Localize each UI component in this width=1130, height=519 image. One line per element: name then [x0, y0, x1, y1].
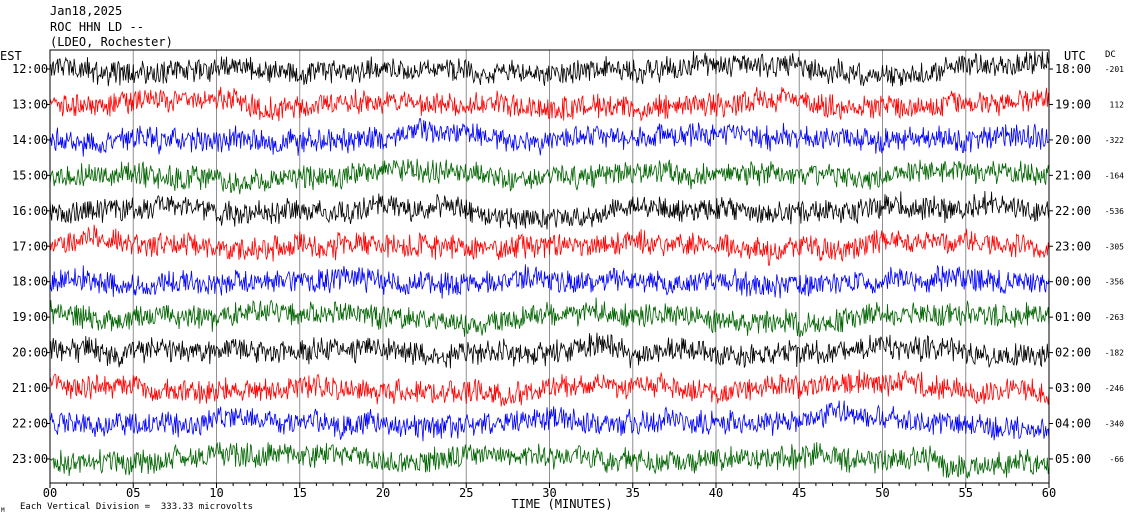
x-tick-label: 45 [792, 486, 806, 500]
trace-1300 [49, 86, 1050, 122]
est-hour-label: 23:00 [12, 452, 48, 466]
est-hour-label: 21:00 [12, 381, 48, 395]
x-tick-label: 05 [126, 486, 140, 500]
trace-2300 [49, 441, 1050, 479]
est-hour-label: 15:00 [12, 168, 48, 182]
est-hour-label: 13:00 [12, 97, 48, 111]
est-hour-label: 22:00 [12, 417, 48, 431]
est-hour-label: 18:00 [12, 275, 48, 289]
dc-offset-label: -305 [1105, 242, 1124, 251]
trace-1900 [49, 297, 1050, 338]
trace-1500 [49, 158, 1050, 195]
trace-1400 [49, 118, 1050, 157]
x-tick-label: 00 [43, 486, 57, 500]
dc-column-title: DC [1105, 50, 1116, 60]
x-axis-title: TIME (MINUTES) [511, 497, 612, 511]
x-tick-label: 10 [209, 486, 223, 500]
x-tick-label: 50 [875, 486, 889, 500]
dc-offset-label: -246 [1105, 384, 1124, 393]
trace-group [49, 50, 1050, 479]
x-tick-label: 25 [459, 486, 473, 500]
chart-station: ROC HHN LD -- [50, 20, 144, 34]
utc-hour-label: 01:00 [1055, 310, 1091, 324]
trace-2000 [49, 332, 1050, 369]
dc-offset-label: -536 [1105, 207, 1124, 216]
right-axis-title: UTC [1064, 49, 1086, 63]
utc-hour-label: 00:00 [1055, 275, 1091, 289]
chart-network: (LDEO, Rochester) [50, 35, 173, 49]
trace-1800 [49, 264, 1050, 299]
est-hour-label: 16:00 [12, 204, 48, 218]
dc-offset-label: -201 [1105, 65, 1124, 74]
x-tick-label: 40 [709, 486, 723, 500]
trace-2100 [49, 369, 1050, 407]
utc-hour-label: 18:00 [1055, 62, 1091, 76]
est-hour-label: 14:00 [12, 133, 48, 147]
dc-offset-label: -164 [1105, 171, 1124, 180]
utc-hour-label: 03:00 [1055, 381, 1091, 395]
dc-offset-label: 112 [1110, 100, 1125, 109]
left-axis-title: EST [0, 49, 22, 63]
utc-hour-label: 19:00 [1055, 97, 1091, 111]
utc-hour-label: 05:00 [1055, 452, 1091, 466]
x-tick-label: 15 [293, 486, 307, 500]
x-tick-label: 55 [959, 486, 973, 500]
x-tick-label: 60 [1042, 486, 1056, 500]
x-tick-label: 35 [626, 486, 640, 500]
dc-offset-label: -182 [1105, 349, 1124, 358]
est-hour-label: 20:00 [12, 346, 48, 360]
trace-1700 [49, 224, 1050, 266]
x-tick-label: 20 [376, 486, 390, 500]
utc-hour-label: 23:00 [1055, 239, 1091, 253]
utc-hour-label: 22:00 [1055, 204, 1091, 218]
trace-2200 [49, 400, 1050, 442]
est-hour-label: 17:00 [12, 239, 48, 253]
chart-date: Jan18,2025 [50, 4, 123, 18]
utc-hour-label: 02:00 [1055, 346, 1091, 360]
x-tick-label: 30 [542, 486, 556, 500]
dc-offset-label: -356 [1105, 278, 1124, 287]
axis-labels: 00 05 10 15 20 25 30 35 40 45 50 55 60 12:00 18:00 -201… [12, 62, 1124, 500]
trace-1600 [49, 190, 1050, 230]
utc-hour-label: 04:00 [1055, 417, 1091, 431]
small-mark: M [1, 507, 5, 514]
dc-offset-label: -340 [1105, 420, 1124, 429]
trace-1200 [49, 50, 1050, 87]
dc-offset-label: -263 [1105, 313, 1124, 322]
dc-offset-label: -322 [1105, 136, 1124, 145]
utc-hour-label: 20:00 [1055, 133, 1091, 147]
plot-frame [49, 49, 1050, 484]
dc-offset-label: -66 [1110, 455, 1125, 464]
est-hour-label: 12:00 [12, 62, 48, 76]
scale-note: Each Vertical Division = 333.33 microvol… [20, 502, 253, 512]
est-hour-label: 19:00 [12, 310, 48, 324]
utc-hour-label: 21:00 [1055, 168, 1091, 182]
